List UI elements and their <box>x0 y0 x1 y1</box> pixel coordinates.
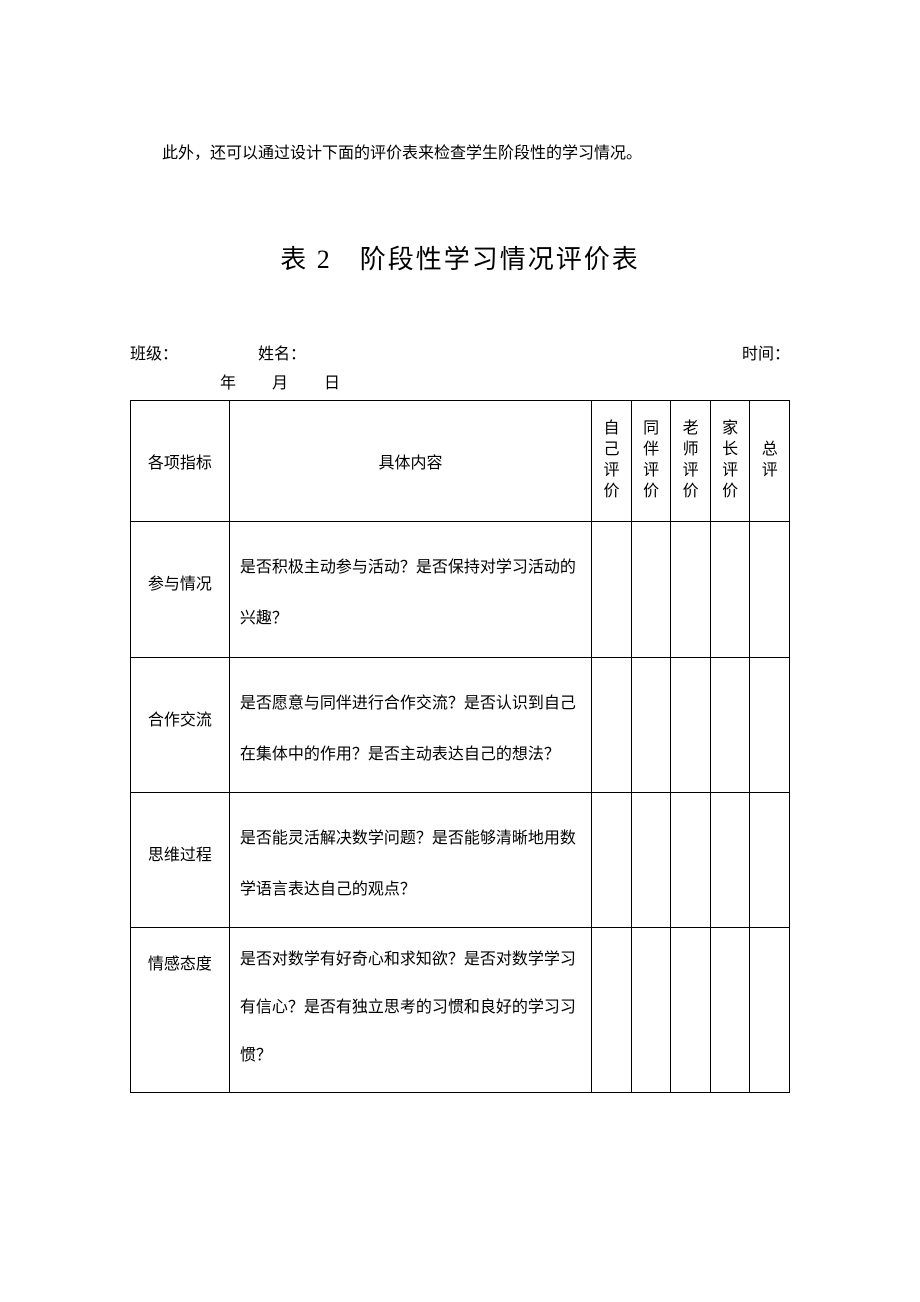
cell-overall <box>750 792 790 927</box>
cell-teacher <box>671 792 711 927</box>
cell-self <box>592 522 632 657</box>
row-content: 是否愿意与同伴进行合作交流？是否认识到自己在集体中的作用？是否主动表达自己的想法… <box>229 657 591 792</box>
row-content: 是否对数学有好奇心和求知欲？是否对数学学习有信心？是否有独立思考的习惯和良好的学… <box>229 928 591 1093</box>
header-self: 自己评价 <box>592 401 632 522</box>
table-title: 表 2 阶段性学习情况评价表 <box>130 239 790 276</box>
cell-teacher <box>671 657 711 792</box>
table-row: 合作交流 是否愿意与同伴进行合作交流？是否认识到自己在集体中的作用？是否主动表达… <box>131 657 790 792</box>
time-label: 时间： <box>742 341 790 370</box>
cell-overall <box>750 522 790 657</box>
cell-self <box>592 657 632 792</box>
row-indicator: 合作交流 <box>131 657 230 792</box>
row-indicator: 情感态度 <box>131 928 230 1093</box>
row-content: 是否能灵活解决数学问题？是否能够清晰地用数学语言表达自己的观点？ <box>229 792 591 927</box>
cell-peer <box>631 657 671 792</box>
row-content: 是否积极主动参与活动？是否保持对学习活动的兴趣？ <box>229 522 591 657</box>
header-indicator: 各项指标 <box>131 401 230 522</box>
header-teacher: 老师评价 <box>671 401 711 522</box>
table-row: 情感态度 是否对数学有好奇心和求知欲？是否对数学学习有信心？是否有独立思考的习惯… <box>131 928 790 1093</box>
class-label: 班级： <box>130 341 178 370</box>
day-label: 日 <box>324 375 340 392</box>
month-label: 月 <box>272 375 288 392</box>
row-indicator: 参与情况 <box>131 522 230 657</box>
header-parent: 家长评价 <box>710 401 750 522</box>
cell-overall <box>750 928 790 1093</box>
cell-peer <box>631 522 671 657</box>
form-header: 班级： 姓名： 时间： 年 月 日 <box>130 341 790 399</box>
cell-parent <box>710 522 750 657</box>
intro-paragraph: 此外，还可以通过设计下面的评价表来检查学生阶段性的学习情况。 <box>130 140 790 169</box>
year-label: 年 <box>220 375 236 392</box>
cell-parent <box>710 792 750 927</box>
name-label: 姓名： <box>258 341 306 370</box>
cell-parent <box>710 657 750 792</box>
cell-peer <box>631 792 671 927</box>
header-overall: 总评 <box>750 401 790 522</box>
header-content: 具体内容 <box>229 401 591 522</box>
cell-self <box>592 928 632 1093</box>
table-row: 参与情况 是否积极主动参与活动？是否保持对学习活动的兴趣？ <box>131 522 790 657</box>
form-header-line1: 班级： 姓名： 时间： <box>130 341 790 370</box>
cell-parent <box>710 928 750 1093</box>
form-header-line2: 年 月 日 <box>130 370 790 399</box>
table-header-row: 各项指标 具体内容 自己评价 同伴评价 老师评价 家长评价 总评 <box>131 401 790 522</box>
cell-teacher <box>671 522 711 657</box>
cell-peer <box>631 928 671 1093</box>
header-peer: 同伴评价 <box>631 401 671 522</box>
cell-overall <box>750 657 790 792</box>
cell-teacher <box>671 928 711 1093</box>
table-row: 思维过程 是否能灵活解决数学问题？是否能够清晰地用数学语言表达自己的观点？ <box>131 792 790 927</box>
cell-self <box>592 792 632 927</box>
row-indicator: 思维过程 <box>131 792 230 927</box>
evaluation-table: 各项指标 具体内容 自己评价 同伴评价 老师评价 家长评价 总评 参与情况 是否… <box>130 400 790 1093</box>
